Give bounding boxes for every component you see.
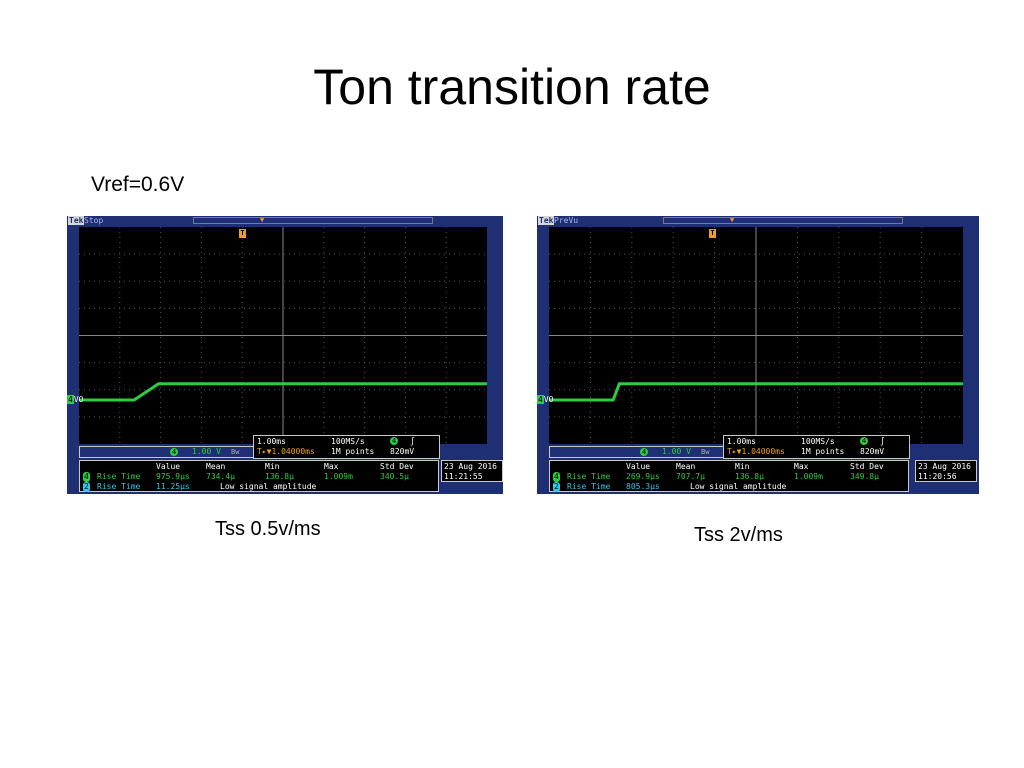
meas-mean: 734.4µ [206, 472, 235, 481]
meas-max: 1.009m [324, 472, 353, 481]
waveform-plot [79, 227, 487, 444]
meas-header-max: Max [794, 462, 809, 471]
meas-header-value: Value [156, 462, 181, 471]
record-length: 1M points [331, 447, 375, 456]
meas-max: 1.009m [794, 472, 823, 481]
vref-label: Vref=0.6V [91, 173, 185, 196]
caption-right: Tss 2v/ms [694, 524, 783, 546]
trigger-position: T▸▼1.04000ms [257, 447, 315, 456]
trigger-slope-icon: ∫ [880, 437, 885, 446]
meas-row-name: Rise Time [97, 472, 141, 481]
time: 11:20:56 [918, 472, 957, 481]
trigger-level: 820mV [390, 447, 415, 456]
date-time-readout: 23 Aug 2016 11:21:55 [441, 460, 503, 482]
meas-row-badge: 4 [553, 472, 560, 482]
sample-rate: 100MS/s [331, 437, 365, 446]
tek-logo: Tek [538, 216, 555, 225]
meas-value: 11.25µs [156, 482, 190, 491]
meas-stddev: 340.5µ [380, 472, 409, 481]
meas-header-mean: Mean [206, 462, 226, 471]
waveform-trace [549, 382, 963, 402]
meas-header-stddev: Std Dev [850, 462, 884, 471]
slide-title: Ton transition rate [313, 59, 711, 115]
meas-row-name: Rise Time [567, 482, 611, 491]
channel-label: 4VO [537, 395, 554, 404]
meas-min: 136.8µ [265, 472, 294, 481]
bandwidth-limit-icon: Bw [231, 448, 240, 456]
graticule [549, 227, 963, 444]
record-view-bar [193, 217, 433, 224]
record-length: 1M points [801, 447, 845, 456]
scope-top-bar: Tek Stop ▼ [67, 216, 503, 226]
meas-row-badge: 4 [83, 472, 90, 482]
meas-note: Low signal amplitude [220, 482, 317, 491]
channel-scale-readout: 4 1.00 V Bw [549, 446, 725, 458]
trigger-marker-icon: T [239, 229, 246, 238]
trigger-position-icon: ▼ [730, 216, 735, 224]
meas-header-value: Value [626, 462, 651, 471]
meas-value: 269.9µs [626, 472, 660, 481]
caption-left: Tss 0.5v/ms [215, 518, 321, 540]
trigger-level: 820mV [860, 447, 885, 456]
trigger-position: T▸▼1.04000ms [727, 447, 785, 456]
channel-scale: 1.00 V [662, 447, 691, 456]
meas-header-max: Max [324, 462, 339, 471]
acquisition-mode: Stop [84, 216, 104, 225]
meas-header-mean: Mean [676, 462, 696, 471]
meas-value: 975.9µs [156, 472, 190, 481]
trigger-marker-icon: T [709, 229, 716, 238]
channel-scale: 1.00 V [192, 447, 221, 456]
waveform-plot [549, 227, 963, 444]
trigger-position-icon: ▼ [260, 216, 265, 224]
meas-value: 805.3µs [626, 482, 660, 491]
meas-row-name: Rise Time [567, 472, 611, 481]
meas-min: 136.8µ [735, 472, 764, 481]
time: 11:21:55 [444, 472, 483, 481]
timebase: 1.00ms [727, 437, 756, 446]
meas-row-badge: 2 [83, 482, 90, 492]
oscilloscope-screenshot-left: Tek Stop ▼ T 4VO 4 1.00 V Bw 1.00ms 100M… [67, 216, 503, 494]
timebase-readout: 1.00ms 100MS/s 4 ∫ T▸▼1.04000ms 1M point… [723, 435, 910, 459]
trigger-channel-badge: 4 [390, 437, 399, 445]
channel-scale-readout: 4 1.00 V Bw [79, 446, 255, 458]
scope-top-bar: Tek PreVu ▼ [537, 216, 979, 226]
timebase: 1.00ms [257, 437, 286, 446]
bandwidth-limit-icon: Bw [701, 448, 710, 456]
sample-rate: 100MS/s [801, 437, 835, 446]
measurement-table: Value Mean Min Max Std Dev 4 Rise Time 2… [549, 460, 909, 492]
date-time-readout: 23 Aug 2016 11:20:56 [915, 460, 977, 482]
waveform-trace [79, 382, 487, 402]
meas-mean: 707.7µ [676, 472, 705, 481]
trigger-channel-badge: 4 [860, 437, 869, 445]
meas-row-name: Rise Time [97, 482, 141, 491]
channel-label: 4VO [67, 395, 84, 404]
trigger-slope-icon: ∫ [410, 437, 415, 446]
meas-header-min: Min [735, 462, 750, 471]
date: 23 Aug 2016 [918, 462, 971, 471]
meas-stddev: 349.8µ [850, 472, 879, 481]
channel-badge: 4 [640, 448, 649, 456]
graticule [79, 227, 487, 444]
acquisition-mode: PreVu [554, 216, 579, 225]
record-view-bar [663, 217, 903, 224]
meas-header-stddev: Std Dev [380, 462, 414, 471]
channel-badge: 4 [170, 448, 179, 456]
meas-note: Low signal amplitude [690, 482, 787, 491]
timebase-readout: 1.00ms 100MS/s 4 ∫ T▸▼1.04000ms 1M point… [253, 435, 440, 459]
meas-header-min: Min [265, 462, 280, 471]
tek-logo: Tek [68, 216, 85, 225]
meas-row-badge: 2 [553, 482, 560, 492]
oscilloscope-screenshot-right: Tek PreVu ▼ T 4VO 4 1.00 V Bw 1.00ms 100… [537, 216, 979, 494]
date: 23 Aug 2016 [444, 462, 497, 471]
measurement-table: Value Mean Min Max Std Dev 4 Rise Time 9… [79, 460, 439, 492]
